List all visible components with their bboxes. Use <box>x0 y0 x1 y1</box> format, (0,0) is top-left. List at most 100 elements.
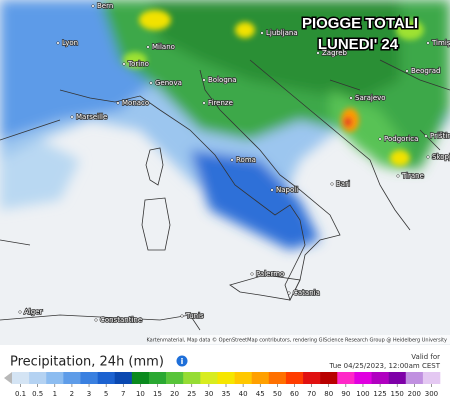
city-dot <box>330 182 334 186</box>
city-label: Lyon <box>62 39 78 47</box>
colorbar-tick-label: 35 <box>222 390 231 398</box>
colorbar-cell <box>251 372 270 384</box>
colorbar-tick-label: 200 <box>408 390 421 398</box>
city-dot <box>424 134 428 138</box>
colorbar-cell <box>388 372 407 384</box>
colorbar-cell <box>405 372 424 384</box>
colorbar-cell <box>268 372 287 384</box>
city-label: Monaco <box>122 99 149 107</box>
colorbar-cell <box>371 372 389 384</box>
city-dot <box>396 174 400 178</box>
colorbar-tick-label: 80 <box>324 390 333 398</box>
colorbar-tick-label: 90 <box>341 390 350 398</box>
city-label: Palermo <box>256 270 284 278</box>
city-label: Timișoara <box>431 39 450 47</box>
city-label: Sarajevo <box>355 94 386 102</box>
city-label: Bari <box>336 180 350 188</box>
colorbar-cell <box>29 372 47 384</box>
valid-label: Valid for <box>411 353 440 361</box>
city-dot <box>230 158 234 162</box>
colorbar-tick-label: 0.1 <box>15 390 26 398</box>
city-label: Alger <box>24 308 42 316</box>
city-dot <box>378 137 382 141</box>
city-label: Marseille <box>76 113 107 121</box>
colorbar-tick-label: 100 <box>356 390 369 398</box>
city-dot <box>287 291 291 295</box>
colorbar-tick-label: 0.5 <box>32 390 43 398</box>
city-label: Roma <box>236 156 256 164</box>
coastlines <box>0 59 450 331</box>
colorbar-arrow <box>4 372 12 384</box>
city-dot <box>202 101 206 105</box>
colorbar-tick-label: 45 <box>256 390 265 398</box>
city-label: Tunis <box>185 312 204 320</box>
colorbar-tick-label: 125 <box>373 390 386 398</box>
valid-time: Tue 04/25/2023, 12:00am CEST <box>328 362 440 370</box>
city-labels: Bern Lyon Milano Ljubljana Zagreb Timișoara Be… <box>18 1 450 325</box>
city-dot <box>146 45 150 49</box>
colorbar-cell <box>46 372 64 384</box>
colorbar-cell <box>12 372 30 384</box>
city-label: Catania <box>293 289 320 297</box>
colorbar-cell <box>63 372 81 384</box>
colorbar-tick-label: 15 <box>153 390 162 398</box>
city-label: Skopje <box>432 153 450 161</box>
colorbar-tick-label: 20 <box>170 390 179 398</box>
city-label: Tirane <box>401 172 424 180</box>
city-dot <box>116 101 120 105</box>
colorbar-cell <box>303 372 321 384</box>
colorbar-tick-label: 300 <box>425 390 438 398</box>
city-label: Zagreb <box>322 49 348 57</box>
city-dot <box>405 69 409 73</box>
city-label: Constantine <box>100 316 142 324</box>
colorbar-cell <box>80 372 98 384</box>
colorbar-tick-label: 60 <box>290 390 299 398</box>
city-dot <box>91 4 95 8</box>
colorbar-cell <box>234 372 252 384</box>
city-label: Podgorica <box>384 135 418 143</box>
city-label: Ljubljana <box>266 29 298 37</box>
colorbar-tick-label: 5 <box>104 390 108 398</box>
city-label: Bern <box>97 2 113 10</box>
city-label: Priština <box>430 132 450 140</box>
city-dot <box>202 78 206 82</box>
colorbar: 0.1 0.5 1 2 3 5 7 10 15 20 25 30 35 40 45 50 60 70 80 90 100… <box>12 372 441 398</box>
city-dot <box>149 81 153 85</box>
colorbar-cell <box>114 372 133 384</box>
city-label: Genova <box>155 79 182 87</box>
colorbar-tick-label: 50 <box>273 390 282 398</box>
city-dot <box>426 41 430 45</box>
colorbar-cell <box>131 372 150 384</box>
city-dot <box>70 115 74 119</box>
colorbar-tick-label: 150 <box>391 390 404 398</box>
city-dot <box>250 272 254 276</box>
colorbar-cell <box>217 372 235 384</box>
info-icon[interactable] <box>176 355 188 367</box>
colorbar-tick-label: 25 <box>187 390 196 398</box>
colorbar-cell <box>200 372 218 384</box>
colorbar-cell <box>320 372 338 384</box>
city-dot <box>349 96 353 100</box>
colorbar-cell <box>183 372 201 384</box>
city-label: Firenze <box>208 99 233 107</box>
colorbar-cell <box>148 372 167 384</box>
colorbar-tick-label: 7 <box>121 390 125 398</box>
colorbar-tick-label: 40 <box>239 390 248 398</box>
city-label: Milano <box>152 43 175 51</box>
colorbar-cell <box>97 372 116 384</box>
colorbar-tick-label: 10 <box>136 390 145 398</box>
colorbar-tick-label: 30 <box>204 390 213 398</box>
colorbar-cell <box>354 372 372 384</box>
attribution-bg <box>160 335 450 344</box>
title-line: PIOGGE TOTALI <box>302 15 418 32</box>
colorbar-tick-label: 3 <box>87 390 91 398</box>
city-label: Bologna <box>208 76 236 84</box>
heavy-rain-cells <box>123 10 424 166</box>
city-dot <box>180 314 184 318</box>
colorbar-tick-label: 70 <box>307 390 316 398</box>
city-dot <box>270 188 274 192</box>
city-dot <box>260 31 264 35</box>
legend-title: Precipitation, 24h (mm) <box>10 355 164 370</box>
